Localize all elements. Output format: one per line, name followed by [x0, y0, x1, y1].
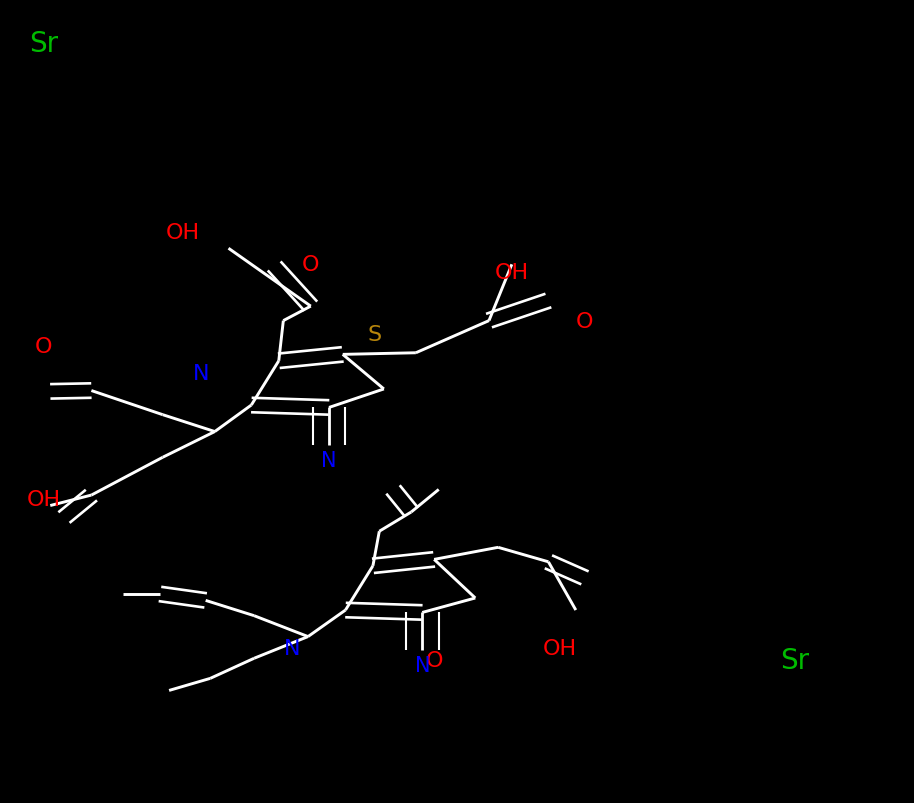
Text: N: N [415, 655, 430, 675]
Text: N: N [193, 364, 209, 383]
Text: OH: OH [543, 638, 578, 658]
Text: OH: OH [165, 223, 200, 243]
Text: O: O [425, 650, 443, 670]
Text: O: O [35, 337, 53, 357]
Text: O: O [302, 255, 320, 275]
Text: N: N [322, 450, 336, 470]
Text: OH: OH [27, 490, 61, 509]
Text: S: S [367, 325, 382, 344]
Text: OH: OH [494, 263, 529, 283]
Text: O: O [576, 312, 594, 331]
Text: Sr: Sr [29, 31, 58, 58]
Text: Sr: Sr [781, 646, 810, 674]
Text: N: N [284, 638, 301, 658]
